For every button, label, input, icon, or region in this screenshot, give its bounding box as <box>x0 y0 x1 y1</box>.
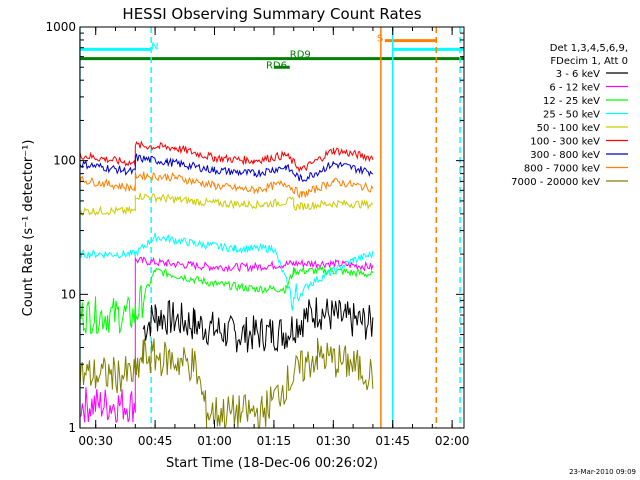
y-tick-label-1: 10 <box>61 287 76 301</box>
x-tick-label-0: 00:30 <box>78 434 113 448</box>
legend-label-3: 25 - 50 keV <box>543 110 600 121</box>
data-series <box>79 140 374 429</box>
series-3-6-kev <box>142 297 374 353</box>
x-tick-label-2: 01:00 <box>197 434 232 448</box>
x-tick-label-3: 01:15 <box>257 434 292 448</box>
x-tick-label-4: 01:30 <box>316 434 351 448</box>
legend-label-7: 800 - 7000 keV <box>524 164 600 175</box>
series-6-12-kev <box>79 256 374 424</box>
x-tick-label-1: 00:45 <box>138 434 173 448</box>
legend-label-8: 7000 - 20000 keV <box>511 177 600 188</box>
y-tick-label-2: 100 <box>53 154 76 168</box>
legend-label-5: 100 - 300 keV <box>530 137 600 148</box>
legend-label-2: 12 - 25 keV <box>543 96 600 107</box>
annotation-n: N <box>151 41 158 52</box>
y-axis-label: Count Rate (s⁻¹ detector⁻¹) <box>21 140 36 317</box>
x-tick-label-6: 02:00 <box>435 434 470 448</box>
series-7000-20000-kev <box>79 338 374 429</box>
series-300-800-kev <box>79 152 374 183</box>
series-100-300-kev <box>79 140 374 173</box>
annotation-rd9: RD9 <box>290 50 311 61</box>
annotation-rd6: RD6 <box>266 60 287 71</box>
legend-header-0: Det 1,3,4,5,6,9, <box>550 43 628 54</box>
legend-label-6: 300 - 800 keV <box>530 150 600 161</box>
axes: 00:30 00:45 01:00 01:15 01:30 01:45 02:00 1 10 10… <box>45 20 469 448</box>
series-12-25-kev <box>79 265 374 335</box>
series-50-100-kev <box>79 192 374 216</box>
y-tick-label-3: 1000 <box>45 20 76 34</box>
legend-label-0: 3 - 6 keV <box>556 69 600 80</box>
legend-label-1: 6 - 12 keV <box>549 83 600 94</box>
chart-title: HESSI Observing Summary Count Rates <box>122 5 421 23</box>
annotation-s: S <box>377 33 383 44</box>
footer-date: 23-Mar-2010 09:09 <box>569 468 636 476</box>
legend: Det 1,3,4,5,6,9, FDecim 1, Att 0 3 - 6 keV… <box>511 43 628 188</box>
series-25-50-kev <box>79 232 374 311</box>
legend-label-4: 50 - 100 keV <box>537 123 601 134</box>
x-axis-label: Start Time (18-Dec-06 00:26:02) <box>166 456 378 471</box>
series-800-7000-kev <box>79 171 374 199</box>
legend-header-1: FDecim 1, Att 0 <box>550 56 628 67</box>
status-bars <box>79 39 464 69</box>
plot-frame <box>79 26 465 429</box>
x-tick-label-5: 01:45 <box>375 434 410 448</box>
y-tick-label-0: 1 <box>68 421 76 435</box>
